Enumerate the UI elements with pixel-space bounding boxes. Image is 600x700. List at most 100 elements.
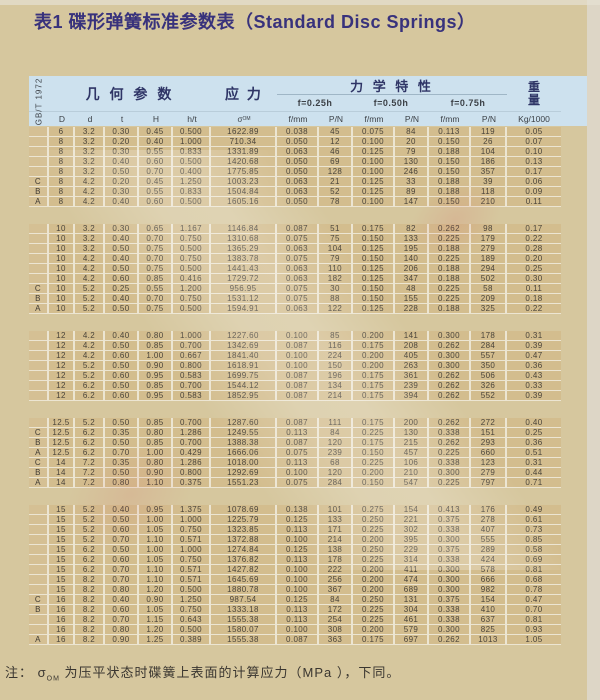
value-cell: 0.500 [173, 127, 211, 137]
value-cell: 1310.68 [211, 234, 277, 244]
value-cell: 229 [395, 545, 429, 555]
value-cell: 239 [395, 381, 429, 391]
scan-edge-top [0, 0, 600, 5]
series-mark-cell [29, 565, 49, 575]
value-cell: 8.2 [75, 635, 105, 645]
value-cell: 0.73 [507, 525, 561, 535]
value-cell: 0.11 [507, 197, 561, 207]
table-row: 12 5.2 0.60 0.95 0.583 1699.75 0.087 196 0.175 36… [29, 371, 587, 381]
value-cell: 0.125 [277, 515, 319, 525]
value-cell: 0.50 [105, 438, 139, 448]
value-cell: 1.05 [139, 525, 173, 535]
value-cell: 0.800 [173, 361, 211, 371]
value-cell: 0.500 [173, 585, 211, 595]
series-mark-cell: C [29, 458, 49, 468]
value-cell: 215 [395, 438, 429, 448]
value-cell: 0.60 [105, 555, 139, 565]
value-cell: 14 [49, 468, 75, 478]
value-cell: 0.150 [353, 294, 395, 304]
value-cell: 0.225 [353, 428, 395, 438]
value-cell: 0.75 [139, 244, 173, 254]
value-cell: 4.2 [75, 177, 105, 187]
series-mark-cell [29, 331, 49, 341]
value-cell: 0.063 [277, 177, 319, 187]
standard-label: GB/T 1972 [34, 77, 44, 125]
series-mark-cell [29, 361, 49, 371]
value-cell: 15 [49, 505, 75, 515]
series-mark-cell [29, 615, 49, 625]
value-cell: 0.30 [105, 127, 139, 137]
value-cell: 0.113 [277, 458, 319, 468]
value-cell: 0.50 [105, 468, 139, 478]
value-cell: 1441.43 [211, 264, 277, 274]
series-mark-cell [29, 625, 49, 635]
table-row: B 16 8.2 0.60 1.05 0.750 1333.18 0.113 172 0.225 3… [29, 605, 587, 615]
value-cell: 0.188 [429, 264, 471, 274]
value-cell: 0.60 [139, 157, 173, 167]
value-cell: 141 [395, 331, 429, 341]
value-cell: 3.2 [75, 147, 105, 157]
value-cell: 1618.91 [211, 361, 277, 371]
value-cell: 279 [471, 244, 507, 254]
value-cell: 394 [395, 391, 429, 401]
value-cell: 45 [319, 127, 353, 137]
value-cell: 0.338 [429, 428, 471, 438]
value-cell: 10 [49, 254, 75, 264]
value-cell: 150 [319, 361, 353, 371]
value-cell: 133 [319, 515, 353, 525]
value-cell: 8.2 [75, 575, 105, 585]
series-mark-cell [29, 535, 49, 545]
value-cell: 0.300 [429, 361, 471, 371]
value-cell: 0.500 [173, 304, 211, 314]
value-cell: 1225.79 [211, 515, 277, 525]
series-mark-cell [29, 371, 49, 381]
value-cell: 0.338 [429, 605, 471, 615]
value-cell: 1.000 [173, 137, 211, 147]
value-cell: 0.175 [353, 381, 395, 391]
table-row: B 10 5.2 0.40 0.70 0.750 1531.12 0.075 88 0.150 15… [29, 294, 587, 304]
value-cell: 140 [395, 254, 429, 264]
value-cell: 4.2 [75, 351, 105, 361]
value-cell: 0.262 [429, 341, 471, 351]
value-cell: 0.075 [353, 127, 395, 137]
value-cell: 0.500 [173, 625, 211, 635]
value-cell: 15 [49, 535, 75, 545]
value-cell: 0.188 [429, 177, 471, 187]
value-cell: 5.2 [75, 284, 105, 294]
value-cell: 0.175 [353, 341, 395, 351]
series-mark-cell: B [29, 468, 49, 478]
value-cell: 6.2 [75, 545, 105, 555]
header-col-pn-3: P/N [471, 111, 507, 126]
value-cell: 15 [49, 515, 75, 525]
value-cell: 0.750 [173, 294, 211, 304]
value-cell: 0.49 [507, 505, 561, 515]
series-mark-cell: C [29, 177, 49, 187]
value-cell: 6.2 [75, 438, 105, 448]
value-cell: 0.80 [105, 478, 139, 488]
value-cell: 689 [395, 585, 429, 595]
value-cell: 1504.84 [211, 187, 277, 197]
value-cell: 0.700 [173, 341, 211, 351]
value-cell: 1605.16 [211, 197, 277, 207]
value-cell: 0.50 [105, 418, 139, 428]
value-cell: 0.80 [105, 585, 139, 595]
value-cell: 0.150 [429, 137, 471, 147]
value-cell: 79 [395, 147, 429, 157]
value-cell: 552 [471, 391, 507, 401]
table-row: 10 4.2 0.40 0.70 0.750 1383.78 0.075 79 0.150 140… [29, 254, 587, 264]
table-row: 10 3.2 0.50 0.75 0.500 1365.29 0.063 104 0.125 19… [29, 244, 587, 254]
value-cell: 3.2 [75, 224, 105, 234]
value-cell: 10 [49, 224, 75, 234]
value-cell: 0.571 [173, 575, 211, 585]
value-cell: 0.250 [353, 515, 395, 525]
value-cell: 138 [319, 545, 353, 555]
value-cell: 128 [319, 167, 353, 177]
value-cell: 5.2 [75, 418, 105, 428]
value-cell: 325 [471, 304, 507, 314]
header-col-fmm-3: f/mm [429, 111, 471, 126]
value-cell: 186 [471, 157, 507, 167]
series-mark-cell [29, 264, 49, 274]
value-cell: 0.113 [277, 605, 319, 615]
value-cell: 189 [471, 254, 507, 264]
value-cell: 0.200 [353, 575, 395, 585]
